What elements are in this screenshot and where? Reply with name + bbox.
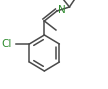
Text: Cl: Cl bbox=[2, 39, 12, 49]
Text: N: N bbox=[58, 5, 66, 15]
